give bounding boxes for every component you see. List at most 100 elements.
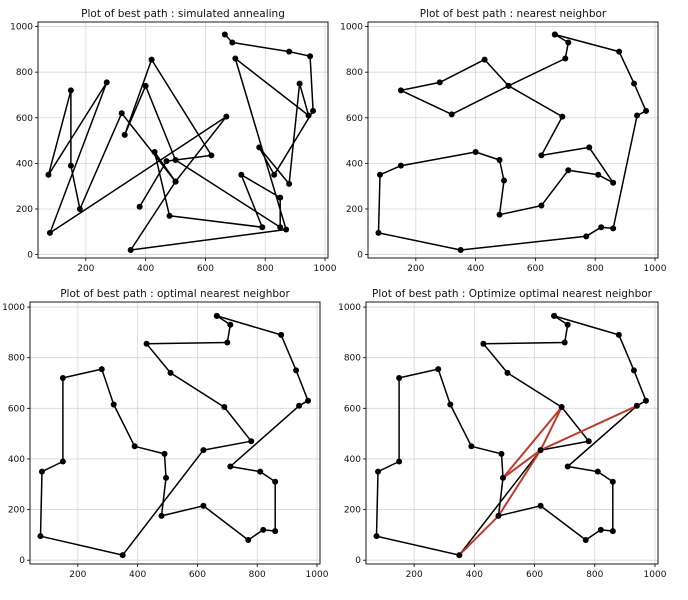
city-point	[286, 180, 293, 187]
city-point	[436, 79, 443, 86]
city-point	[558, 404, 565, 411]
city-point	[594, 468, 601, 475]
city-point	[248, 438, 255, 445]
city-point	[296, 80, 303, 87]
chart-title: Plot of best path : Optimize optimal nea…	[372, 288, 653, 300]
city-point	[151, 148, 158, 155]
city-point	[200, 447, 207, 454]
y-tick-label: 200	[16, 205, 33, 215]
y-tick-label: 400	[346, 159, 363, 169]
city-point	[143, 340, 150, 347]
city-point	[224, 339, 231, 346]
city-point	[643, 107, 650, 114]
city-point	[37, 533, 44, 540]
city-point	[501, 177, 508, 184]
x-tick-label: 200	[69, 570, 86, 580]
x-tick-label: 200	[407, 264, 424, 274]
city-point	[227, 321, 234, 328]
city-point	[481, 56, 488, 63]
x-tick-label: 800	[587, 264, 604, 274]
city-point	[457, 247, 464, 254]
city-point	[272, 478, 279, 485]
city-point	[259, 224, 266, 231]
y-tick-label: 600	[344, 404, 361, 414]
city-point	[229, 39, 236, 46]
city-point	[232, 55, 239, 62]
city-point	[397, 87, 404, 94]
city-point	[496, 156, 503, 163]
axes-frame	[29, 301, 321, 565]
x-tick-label: 400	[137, 264, 154, 274]
city-point	[166, 212, 173, 219]
y-tick-label: 200	[8, 506, 25, 516]
city-point	[310, 107, 317, 114]
city-point	[167, 369, 174, 376]
city-point	[271, 171, 278, 178]
city-point	[376, 171, 383, 178]
y-tick-label: 800	[346, 68, 363, 78]
city-point	[615, 331, 622, 338]
city-point	[286, 48, 293, 55]
city-point	[448, 111, 455, 118]
y-tick-label: 600	[346, 114, 363, 124]
x-tick-label: 600	[526, 570, 543, 580]
city-point	[375, 468, 382, 475]
path-line	[377, 33, 647, 251]
city-point	[277, 194, 284, 201]
city-point	[67, 87, 74, 94]
x-tick-label: 800	[586, 570, 603, 580]
x-tick-label: 600	[189, 570, 206, 580]
city-point	[278, 331, 285, 338]
city-point	[296, 402, 303, 409]
x-tick-label: 800	[257, 264, 274, 274]
x-tick-label: 1000	[644, 570, 667, 580]
city-point	[118, 110, 125, 117]
city-point	[468, 443, 475, 450]
city-point	[121, 131, 128, 138]
city-point	[585, 438, 592, 445]
city-point	[375, 229, 382, 236]
path-line	[375, 315, 647, 556]
x-tick-label: 400	[129, 570, 146, 580]
city-point	[277, 224, 284, 231]
city-point	[158, 512, 165, 519]
city-point	[504, 369, 511, 376]
city-point	[582, 536, 589, 543]
y-tick-label: 0	[27, 251, 33, 261]
y-tick-label: 1000	[340, 23, 363, 33]
chart-panel-4: Plot of best path : Optimize optimal nea…	[338, 288, 667, 580]
chart-title: Plot of best path : nearest neighbor	[420, 8, 607, 20]
chart-panel-3: Plot of best path : optimal nearest neig…	[2, 288, 329, 580]
city-point	[76, 205, 83, 212]
city-point	[46, 229, 53, 236]
city-point	[634, 112, 641, 119]
city-point	[396, 458, 403, 465]
city-point	[127, 247, 134, 254]
axes-frame	[37, 21, 329, 259]
city-point	[564, 463, 571, 470]
city-point	[305, 112, 312, 119]
city-point	[161, 450, 168, 457]
city-point	[564, 321, 571, 328]
city-point	[495, 512, 502, 519]
city-point	[208, 152, 215, 159]
x-tick-label: 400	[467, 264, 484, 274]
city-point	[245, 536, 252, 543]
path-line	[39, 315, 309, 556]
city-point	[221, 404, 228, 411]
city-point	[598, 224, 605, 231]
city-point	[373, 533, 380, 540]
city-point	[496, 211, 503, 218]
city-point	[595, 171, 602, 178]
city-point	[630, 367, 637, 374]
city-point	[307, 53, 314, 60]
city-point	[472, 148, 479, 155]
x-tick-label: 200	[406, 570, 423, 580]
city-point	[480, 340, 487, 347]
city-point	[633, 402, 640, 409]
city-point	[610, 225, 617, 232]
axes-frame	[367, 21, 659, 259]
y-tick-label: 0	[355, 556, 361, 566]
y-tick-label: 0	[357, 251, 363, 261]
city-point	[221, 31, 228, 38]
